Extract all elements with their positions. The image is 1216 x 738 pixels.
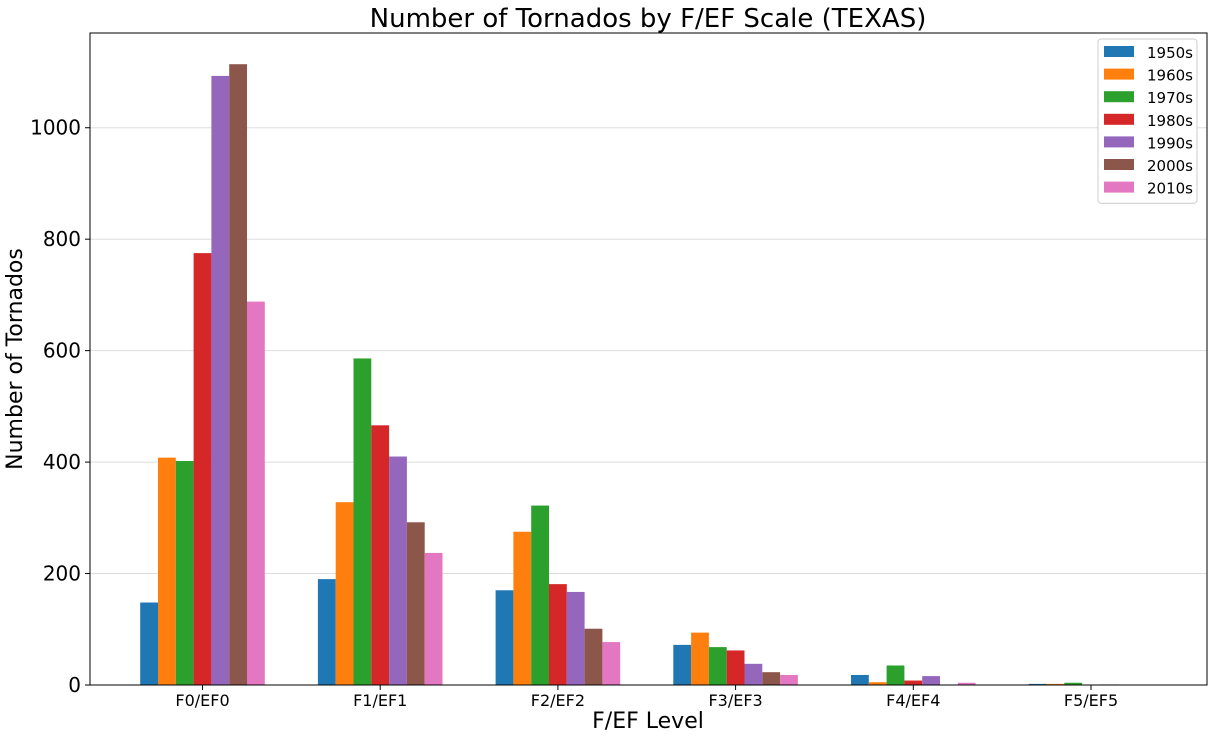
bar-1990s-F4/EF4 <box>922 676 940 685</box>
y-axis-ticks: 0 200 400 600 800 1000 <box>30 116 90 697</box>
bar-1970s-F0/EF0 <box>175 460 194 685</box>
bar-2000s-F2/EF2 <box>584 628 603 685</box>
bar-2000s-F0/EF0 <box>229 64 247 685</box>
legend-label: 1970s <box>1147 89 1193 107</box>
bar-1950s-F1/EF1 <box>317 579 336 685</box>
y-tick-label: 0 <box>68 673 81 697</box>
grid-lines <box>90 127 1207 575</box>
legend-swatch <box>1104 46 1134 57</box>
bar-1950s-F3/EF3 <box>673 644 692 685</box>
bar-1990s-F1/EF1 <box>389 456 407 685</box>
legend-label: 1960s <box>1147 67 1193 85</box>
bar-1970s-F5/EF5 <box>1064 682 1083 685</box>
bar-1990s-F3/EF3 <box>744 663 763 685</box>
bar-1970s-F4/EF4 <box>886 665 905 685</box>
bar-1960s-F1/EF1 <box>335 502 354 685</box>
legend-swatch <box>1104 91 1134 103</box>
y-tick-label: 800 <box>43 227 81 251</box>
bar-1950s-F4/EF4 <box>851 674 869 685</box>
bar-1960s-F0/EF0 <box>158 457 176 685</box>
bar-2000s-F3/EF3 <box>762 672 781 685</box>
y-tick-label: 400 <box>43 450 81 474</box>
bar-1950s-F2/EF2 <box>495 590 514 685</box>
bar-1970s-F2/EF2 <box>531 505 549 685</box>
bar-1970s-F1/EF1 <box>353 358 372 685</box>
x-tick-label: F2/EF2 <box>531 691 585 710</box>
bar-1960s-F3/EF3 <box>691 632 709 685</box>
y-axis-label: Number of Tornados <box>3 248 28 470</box>
legend-label: 1950s <box>1147 44 1193 62</box>
legend-label: 1980s <box>1147 112 1193 130</box>
y-tick-label: 600 <box>43 339 81 363</box>
x-tick-label: F3/EF3 <box>708 691 762 710</box>
bar-2010s-F0/EF0 <box>247 301 265 685</box>
x-tick-label: F0/EF0 <box>175 691 229 710</box>
legend-swatch <box>1104 159 1134 170</box>
x-axis-ticks: F0/EF0 F1/EF1 F2/EF2 F3/EF3 F4/EF4 F5/EF5 <box>175 685 1118 710</box>
bar-1960s-F4/EF4 <box>868 682 887 685</box>
x-axis-label: F/EF Level <box>592 709 704 734</box>
bar-1990s-F2/EF2 <box>566 591 585 685</box>
legend-label: 2010s <box>1147 180 1193 198</box>
bar-2010s-F1/EF1 <box>424 552 443 685</box>
plot-frame <box>89 32 1208 686</box>
legend-swatch <box>1104 68 1134 80</box>
y-tick-label: 200 <box>43 562 81 586</box>
bar-1980s-F1/EF1 <box>371 425 390 685</box>
chart-title: Number of Tornados by F/EF Scale (TEXAS) <box>370 4 927 34</box>
bar-1960s-F5/EF5 <box>1046 683 1065 685</box>
bar-1970s-F3/EF3 <box>708 647 727 685</box>
legend-label: 2000s <box>1147 157 1193 175</box>
y-tick-label: 1000 <box>30 116 81 140</box>
bar-2000s-F1/EF1 <box>406 522 425 685</box>
bar-2010s-F4/EF4 <box>957 682 976 685</box>
x-tick-label: F1/EF1 <box>353 691 407 710</box>
legend: 1950s 1960s 1970s 1980s 1990s 2000s 2010s <box>1097 38 1198 204</box>
bar-2010s-F2/EF2 <box>602 642 621 685</box>
bar-2010s-F3/EF3 <box>780 674 798 685</box>
legend-swatch <box>1104 136 1134 148</box>
bar-1980s-F2/EF2 <box>549 584 567 685</box>
x-tick-label: F5/EF5 <box>1064 691 1118 710</box>
bars <box>140 64 1118 685</box>
bar-1950s-F5/EF5 <box>1028 683 1047 685</box>
bar-1980s-F4/EF4 <box>904 680 923 685</box>
bar-1980s-F3/EF3 <box>726 650 745 685</box>
bar-1950s-F0/EF0 <box>140 602 158 685</box>
legend-swatch <box>1104 181 1134 193</box>
bar-1960s-F2/EF2 <box>513 531 532 685</box>
bar-1990s-F0/EF0 <box>211 75 230 685</box>
legend-label: 1990s <box>1147 134 1193 152</box>
x-tick-label: F4/EF4 <box>886 691 940 710</box>
bar-1980s-F0/EF0 <box>193 253 212 685</box>
legend-swatch <box>1104 113 1134 125</box>
